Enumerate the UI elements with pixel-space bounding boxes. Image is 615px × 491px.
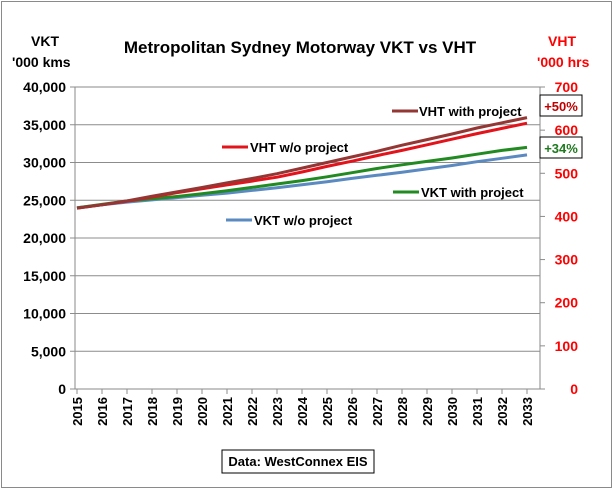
x-tick-label: 2033 (520, 397, 535, 426)
annotation-vkt-increase-box (539, 136, 583, 159)
left-tick-label: 30,000 (23, 155, 66, 171)
left-tick-label: 40,000 (23, 79, 66, 95)
left-tick-label: 5,000 (31, 343, 66, 359)
annotation-vkt-increase-text: +34% (544, 141, 578, 156)
right-tick-label: 100 (555, 338, 579, 354)
source-note: Data: WestConnex EIS (221, 449, 375, 474)
label-vht-with-project: VHT with project (392, 104, 522, 119)
left-axis-ticks: 0 5,000 10,000 15,000 20,000 25,000 30,000 35,0… (23, 79, 75, 397)
left-tick-label: 25,000 (23, 192, 66, 208)
label-vht-without-text: VHT w/o project (250, 140, 349, 155)
series-line-vkt-with-project (76, 145, 528, 210)
right-tick-label: 400 (555, 208, 579, 224)
series-lines (76, 116, 528, 210)
right-tick-label: 0 (570, 381, 578, 397)
annotation-vht-increase: +50% (539, 94, 583, 117)
x-tick-label: 2022 (245, 397, 260, 426)
series-line-vht-with-project (76, 116, 528, 210)
x-tick-label: 2021 (220, 397, 235, 426)
x-tick-label: 2026 (345, 397, 360, 426)
label-vkt-without-project: VKT w/o project (226, 213, 353, 228)
x-tick-label: 2029 (420, 397, 435, 426)
x-tick-label: 2017 (120, 397, 135, 426)
x-tick-label: 2016 (95, 397, 110, 426)
label-vkt-without-text: VKT w/o project (254, 213, 353, 228)
x-tick-label: 2030 (445, 397, 460, 426)
x-tick-label: 2023 (270, 397, 285, 426)
left-axis-label-line2: '000 kms (12, 54, 71, 70)
x-tick-label: 2028 (395, 397, 410, 426)
x-tick-label: 2019 (170, 397, 185, 426)
right-tick-label: 500 (555, 165, 579, 181)
right-tick-label: 600 (555, 122, 579, 138)
right-tick-label: 300 (555, 252, 579, 268)
x-tick-label: 2024 (295, 396, 310, 426)
label-vht-with-text: VHT with project (419, 104, 522, 119)
right-tick-label: 200 (555, 295, 579, 311)
label-vkt-with-text: VKT with project (421, 185, 524, 200)
left-axis-label-line1: VKT (31, 33, 59, 49)
chart-title: Metropolitan Sydney Motorway VKT vs VHT (124, 38, 477, 57)
left-tick-label: 35,000 (23, 117, 66, 133)
label-vkt-with-project: VKT with project (393, 185, 524, 200)
x-tick-label: 2032 (495, 397, 510, 426)
right-axis-label-line1: VHT (548, 33, 576, 49)
left-tick-label: 10,000 (23, 306, 66, 322)
x-tick-label: 2027 (370, 397, 385, 426)
x-tick-label: 2025 (320, 397, 335, 426)
annotation-vht-increase-box (539, 94, 583, 117)
left-tick-label: 0 (58, 381, 66, 397)
left-tick-label: 20,000 (23, 230, 66, 246)
label-vht-without-project: VHT w/o project (222, 140, 349, 155)
right-axis-label-line2: '000 hrs (537, 54, 590, 70)
x-tick-label: 2018 (145, 397, 160, 426)
x-axis-ticks: 2015 2016 2017 2018 2019 2020 2021 2022 2023 2024… (70, 389, 535, 426)
annotation-vht-increase-text: +50% (544, 99, 578, 114)
right-axis-ticks: 0 100 200 300 400 500 600 700 (540, 79, 578, 397)
x-tick-label: 2015 (70, 397, 85, 426)
x-tick-label: 2020 (195, 397, 210, 426)
left-tick-label: 15,000 (23, 268, 66, 284)
source-note-text: Data: WestConnex EIS (228, 454, 368, 469)
right-tick-label: 700 (555, 79, 579, 95)
plot-area-border (74, 86, 541, 390)
x-tick-label: 2031 (470, 397, 485, 426)
annotation-vkt-increase: +34% (539, 136, 583, 159)
source-note-box (221, 449, 375, 474)
